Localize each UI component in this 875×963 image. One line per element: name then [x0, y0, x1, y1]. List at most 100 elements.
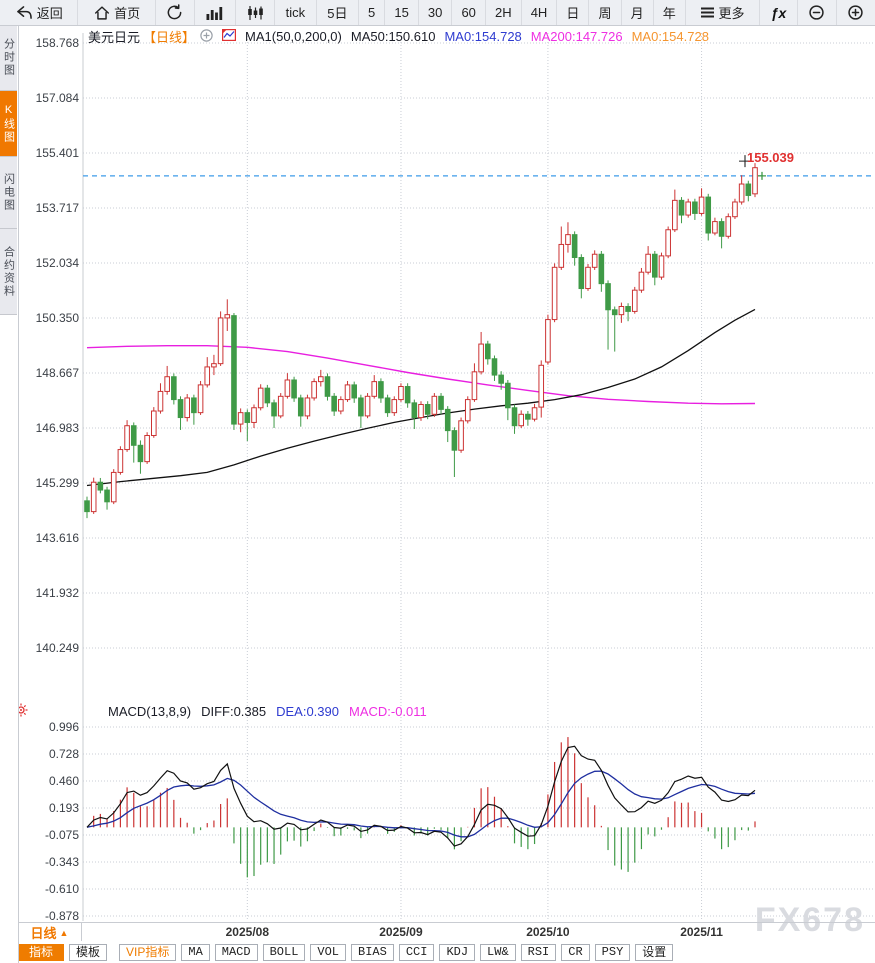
toolbar-period-15-button[interactable]: 15	[385, 0, 419, 25]
home-icon	[93, 5, 111, 21]
candle	[364, 393, 371, 419]
candle	[511, 404, 518, 434]
candle	[538, 360, 545, 418]
candle	[191, 394, 197, 425]
toolbar-period-5d-button[interactable]: 5日	[317, 0, 360, 25]
toolbar-item-label: 5	[368, 5, 376, 20]
candle	[605, 280, 611, 350]
bottom-tab-PSY[interactable]: PSY	[594, 943, 631, 961]
toolbar-period-day-button[interactable]: 日	[557, 0, 590, 25]
candle	[110, 469, 117, 505]
toolbar-tick-button[interactable]: tick	[275, 0, 317, 25]
candle	[324, 373, 331, 401]
bottom-tab-VIPxx[interactable]: VIP指标	[119, 943, 177, 961]
toolbar-period-month-button[interactable]: 月	[622, 0, 654, 25]
bottom-tab-MACD[interactable]: MACD	[214, 943, 258, 961]
bottom-tab-xx[interactable]: 模板	[69, 943, 108, 961]
toolbar-zoom-in-button[interactable]	[837, 0, 875, 25]
candle	[137, 440, 144, 474]
toolbar-period-5-button[interactable]: 5	[359, 0, 386, 25]
candle	[725, 213, 732, 239]
bottom-tab-VOL[interactable]: VOL	[310, 943, 347, 961]
sidebar-tab-contract-info[interactable]: 合约资料	[0, 229, 17, 315]
top-toolbar: 返回 首页 tick 5日 5 15 30 60 2H 4H 日 周 月 年 更多 ƒx	[0, 0, 875, 26]
macd-axis-label: 0.996	[49, 720, 79, 734]
bottom-tab-LWx[interactable]: LW&	[480, 943, 516, 961]
y-axis-label: 143.616	[36, 531, 80, 545]
toolbar-item-label: 周	[598, 6, 612, 21]
toolbar-refresh-button[interactable]	[156, 0, 195, 25]
candle	[718, 218, 725, 249]
fx-icon: ƒx	[770, 4, 787, 21]
candle	[705, 193, 712, 241]
ma200-value: MA200:147.726	[530, 29, 623, 44]
bottom-tab-KDJ[interactable]: KDJ	[439, 943, 476, 961]
toolbar-period-4h-button[interactable]: 4H	[522, 0, 558, 25]
toolbar-zoom-out-button[interactable]	[798, 0, 837, 25]
zoom-in-icon	[847, 4, 864, 21]
candle	[631, 286, 638, 314]
candle	[491, 355, 498, 381]
y-axis-label: 150.350	[36, 311, 80, 325]
candle	[84, 496, 90, 519]
x-axis-label: 2025/08	[225, 925, 270, 939]
macd-dea-value: DEA:0.390	[276, 704, 339, 719]
add-circle-icon[interactable]	[200, 28, 213, 45]
candle	[351, 381, 357, 403]
toolbar-back-button[interactable]: 返回	[0, 0, 79, 25]
toolbar-period-30-button[interactable]: 30	[419, 0, 453, 25]
sidebar-tab-kline-chart[interactable]: K线图	[0, 91, 17, 157]
macd-axis-label: -0.343	[45, 855, 79, 869]
bottom-tab-MA[interactable]: MA	[181, 943, 210, 961]
candle	[318, 369, 324, 387]
indicator-chart-icon[interactable]	[222, 29, 237, 44]
toolbar-fx-button[interactable]: ƒx	[760, 0, 798, 25]
candle	[438, 393, 444, 415]
bottom-tab-CR[interactable]: CR	[561, 943, 590, 961]
current-price-marker	[758, 171, 766, 180]
candle	[157, 383, 164, 414]
period-selector[interactable]: 日线 ▲	[18, 923, 82, 942]
bottom-tab-BOLL[interactable]: BOLL	[262, 943, 306, 961]
toolbar-bar-chart-button[interactable]	[195, 0, 236, 25]
back-icon	[15, 5, 34, 20]
candle	[344, 380, 351, 402]
toolbar-item-label: 日	[566, 6, 580, 21]
toolbar-more-button[interactable]: 更多	[686, 0, 761, 25]
candle	[611, 306, 618, 352]
zoom-out-icon	[808, 4, 825, 21]
toolbar-item-label: 5日	[327, 6, 348, 21]
toolbar-period-week-button[interactable]: 周	[589, 0, 622, 25]
toolbar-period-60-button[interactable]: 60	[452, 0, 486, 25]
candle	[371, 375, 378, 399]
toolbar-home-button[interactable]: 首页	[78, 0, 156, 25]
x-axis-strip: 日线 ▲ 2025/08 2025/09 2025/10 2025/11	[18, 922, 875, 943]
bottom-tab-xx[interactable]: 指标	[18, 943, 65, 961]
toolbar-item-label: 更多	[718, 6, 745, 21]
candle	[451, 427, 458, 477]
bottom-tab-BIAS[interactable]: BIAS	[351, 943, 394, 961]
toolbar-period-year-button[interactable]: 年	[654, 0, 686, 25]
bottom-tab-CCI[interactable]: CCI	[398, 943, 435, 961]
candle	[645, 246, 651, 275]
candle	[271, 399, 277, 428]
candle	[311, 378, 317, 401]
sidebar-tab-lightning-chart[interactable]: 闪电图	[0, 157, 17, 229]
sidebar-tab-time-chart[interactable]: 分时图	[0, 25, 17, 91]
candle	[638, 267, 645, 293]
bottom-tab-RSI[interactable]: RSI	[520, 943, 557, 961]
toolbar-period-2h-button[interactable]: 2H	[486, 0, 522, 25]
candle	[578, 254, 585, 299]
toolbar-item-label: 30	[427, 5, 443, 20]
toolbar-candlestick-button[interactable]	[236, 0, 276, 25]
candle	[104, 486, 110, 510]
candle	[331, 393, 337, 416]
candle	[204, 357, 211, 388]
candle	[151, 407, 157, 438]
bottom-tab-xx[interactable]: 设置	[635, 943, 674, 961]
ma50-value: MA50:150.610	[350, 29, 436, 44]
diff-line	[86, 745, 756, 847]
toolbar-item-label: tick	[285, 5, 306, 20]
macd-panel	[86, 737, 756, 878]
